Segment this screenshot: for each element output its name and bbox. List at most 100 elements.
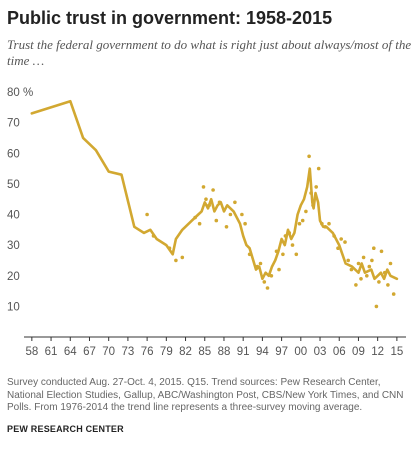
survey-point <box>311 203 315 208</box>
survey-point <box>294 252 299 257</box>
survey-point <box>283 234 288 238</box>
survey-point <box>336 246 340 250</box>
survey-point <box>217 200 222 205</box>
survey-point <box>269 274 274 278</box>
x-tick-label: 88 <box>218 346 231 358</box>
x-tick-label: 03 <box>314 346 327 358</box>
survey-point <box>300 218 305 223</box>
x-tick-label: 00 <box>294 346 307 358</box>
chart-title: Public trust in government: 1958-2015 <box>7 8 333 28</box>
survey-point <box>287 231 292 235</box>
survey-point <box>361 255 366 260</box>
survey-point <box>297 221 302 226</box>
x-tick-label: 67 <box>83 346 96 358</box>
survey-point <box>391 292 396 296</box>
survey-point <box>255 264 260 269</box>
x-tick-label: 97 <box>275 346 288 358</box>
x-tick-label: 12 <box>371 346 384 358</box>
y-tick-label: 70 <box>7 118 20 130</box>
survey-point <box>332 234 336 238</box>
survey-point <box>277 267 281 272</box>
survey-point <box>339 237 344 241</box>
y-tick-label: 20 <box>7 271 20 283</box>
x-tick-label: 58 <box>25 346 38 358</box>
trust-chart: 10 20 30 40 50 60 70 80 % 58 61 64 67 70 73 76 79 82 85 8… <box>7 87 406 358</box>
y-tick-label: 10 <box>7 301 20 313</box>
survey-point <box>243 221 247 226</box>
x-tick-label: 76 <box>141 346 154 358</box>
survey-point <box>323 225 328 229</box>
y-tick-label: 50 <box>7 179 20 191</box>
survey-point <box>304 209 308 214</box>
y-axis-tick-labels: 10 20 30 40 50 60 70 80 % <box>7 87 33 313</box>
source-logo-text: PEW RESEARCH CENTER <box>7 424 124 434</box>
x-tick-label: 06 <box>333 346 346 358</box>
survey-point <box>180 255 185 260</box>
survey-point <box>193 215 197 220</box>
survey-point <box>228 212 233 217</box>
x-tick-label: 15 <box>390 346 403 358</box>
trend-line <box>30 99 399 281</box>
x-axis-tick-marks <box>31 337 398 341</box>
y-tick-label: 60 <box>7 148 20 160</box>
survey-point <box>201 185 206 189</box>
survey-point <box>247 252 252 257</box>
survey-point <box>379 249 384 254</box>
survey-point <box>386 283 390 287</box>
survey-point <box>224 225 229 229</box>
survey-point <box>214 218 219 223</box>
x-tick-label: 85 <box>198 346 211 358</box>
survey-point <box>374 304 379 309</box>
survey-point <box>151 234 156 238</box>
survey-point <box>377 280 381 284</box>
survey-point <box>382 270 387 275</box>
x-tick-label: 64 <box>64 346 77 358</box>
survey-point <box>388 261 393 266</box>
survey-point <box>197 221 202 226</box>
survey-point <box>307 154 311 159</box>
survey-point <box>240 212 244 217</box>
survey-point <box>281 252 285 257</box>
survey-points <box>145 154 396 309</box>
survey-point <box>327 221 331 226</box>
x-tick-label: 61 <box>45 346 58 358</box>
survey-point <box>145 212 149 217</box>
x-tick-label: 82 <box>179 346 192 358</box>
survey-point <box>290 243 295 247</box>
survey-point <box>367 264 372 269</box>
survey-point <box>343 240 347 244</box>
survey-point <box>167 246 172 250</box>
x-tick-label: 79 <box>160 346 173 358</box>
y-tick-label: 30 <box>7 240 20 252</box>
survey-point <box>349 267 354 272</box>
survey-point <box>207 203 211 208</box>
source-note: Survey conducted Aug. 27-Oct. 4, 2015. Q… <box>7 377 404 413</box>
survey-point <box>320 221 324 226</box>
x-tick-label: 91 <box>237 346 250 358</box>
survey-point <box>316 166 321 171</box>
survey-point <box>370 258 374 263</box>
x-tick-label: 73 <box>122 346 135 358</box>
survey-point <box>372 246 376 250</box>
x-axis-tick-labels: 58 61 64 67 70 73 76 79 82 85 88 91 94 97 00 03 06 09 12 15 <box>25 346 403 358</box>
survey-point <box>211 188 215 192</box>
survey-point <box>233 200 237 205</box>
y-tick-label: 40 <box>7 210 20 222</box>
survey-point <box>204 197 208 201</box>
survey-point <box>346 258 351 263</box>
x-tick-label: 09 <box>352 346 365 358</box>
x-tick-label: 70 <box>102 346 115 358</box>
survey-point <box>309 191 313 195</box>
survey-point <box>274 249 279 254</box>
survey-point <box>314 185 319 189</box>
survey-point <box>262 280 267 284</box>
y-tick-label: 80 % <box>7 87 33 99</box>
survey-point <box>356 261 361 266</box>
survey-point <box>354 283 358 287</box>
chart-subtitle: Trust the federal government to do what … <box>7 37 412 68</box>
survey-point <box>359 277 363 281</box>
survey-point <box>258 261 263 266</box>
survey-point <box>365 274 369 278</box>
survey-point <box>174 258 178 263</box>
survey-point <box>265 286 270 290</box>
